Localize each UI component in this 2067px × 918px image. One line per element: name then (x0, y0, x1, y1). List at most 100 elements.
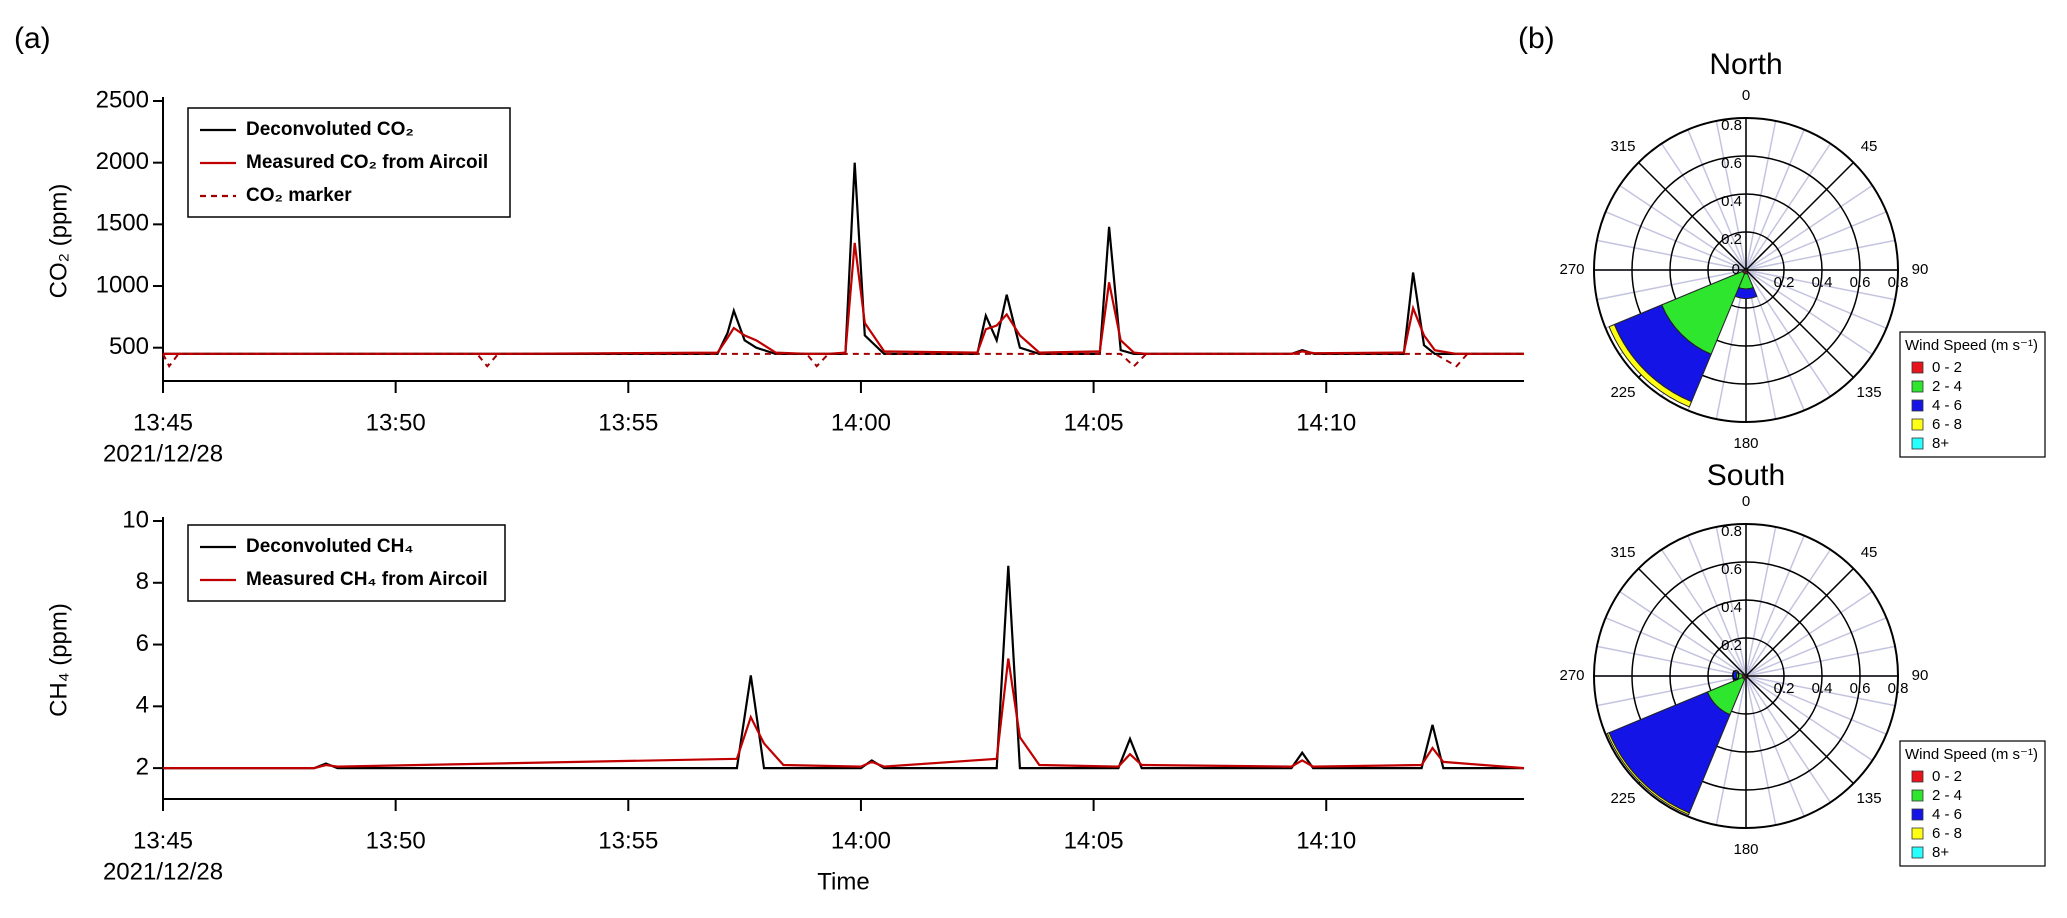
y-axis-label: CO₂ (ppm) (45, 184, 72, 299)
legend-label: 6 - 8 (1932, 825, 1962, 842)
angle-label: 90 (1912, 261, 1929, 278)
y-tick-label: 2000 (96, 148, 149, 175)
legend-swatch (1911, 418, 1924, 431)
wind-sector (1732, 670, 1738, 682)
legend-swatch (1911, 437, 1924, 450)
legend-swatch (1911, 361, 1924, 374)
legend-label: 2 - 4 (1932, 378, 1962, 395)
y-tick-label: 2500 (96, 86, 149, 113)
wind-sector (1608, 323, 1693, 408)
legend-label: 0 - 2 (1932, 359, 1962, 376)
x-tick-label: 14:10 (1296, 409, 1356, 436)
angle-spoke (1745, 161, 1855, 271)
legend-title: Wind Speed (m s⁻¹) (1905, 746, 2038, 763)
y-tick-label: 1000 (96, 271, 149, 298)
legend-swatch (1911, 399, 1924, 412)
x-date-label: 2021/12/28 (103, 440, 223, 467)
panel-label: (b) (1518, 22, 1555, 55)
angle-label: 270 (1559, 667, 1584, 684)
radial-label: 0.6 (1721, 561, 1742, 578)
wind-sector (1606, 732, 1690, 816)
legend-title: Wind Speed (m s⁻¹) (1905, 337, 2038, 354)
x-tick-label: 13:55 (598, 409, 658, 436)
x-tick-label: 14:00 (831, 827, 891, 854)
legend-label: Measured CH₄ from Aircoil (246, 569, 488, 590)
y-tick-label: 1500 (96, 210, 149, 237)
legend-swatch (1911, 770, 1924, 783)
legend-box (1899, 740, 2046, 867)
angle-spoke (1745, 675, 1855, 785)
radial-label: 0 (1732, 667, 1740, 684)
radial-label: 0.8 (1888, 274, 1909, 291)
radial-label: 0.8 (1888, 680, 1909, 697)
radial-label: 0.4 (1812, 274, 1833, 291)
radial-label: 0.6 (1721, 155, 1742, 172)
angle-label: 0 (1742, 87, 1750, 104)
radial-label: 0.4 (1721, 193, 1742, 210)
angle-label: 45 (1861, 138, 1878, 155)
legend-label: 4 - 6 (1932, 806, 1962, 823)
angle-label: 0 (1742, 493, 1750, 510)
rose-title: South (1707, 459, 1785, 492)
radial-label: 0.4 (1721, 599, 1742, 616)
angle-label: 135 (1857, 384, 1882, 401)
legend-label: 2 - 4 (1932, 787, 1962, 804)
y-tick-label: 10 (122, 506, 149, 533)
legend-label: 8+ (1932, 435, 1949, 452)
angle-label: 45 (1861, 544, 1878, 561)
data-line (163, 658, 1525, 770)
y-tick-label: 4 (136, 692, 149, 719)
x-tick-label: 13:50 (366, 409, 426, 436)
x-date-label: 2021/12/28 (103, 858, 223, 885)
angle-label: 270 (1559, 261, 1584, 278)
radial-label: 0.4 (1812, 680, 1833, 697)
angle-label: 315 (1610, 544, 1635, 561)
angle-label: 225 (1610, 384, 1635, 401)
legend-box (187, 524, 506, 602)
angle-spoke (1637, 161, 1747, 271)
radial-label: 0.2 (1774, 274, 1795, 291)
legend-label: Deconvoluted CH₄ (246, 536, 413, 557)
legend-label: 0 - 2 (1932, 768, 1962, 785)
angle-label: 180 (1733, 435, 1758, 452)
x-axis-label: Time (817, 868, 869, 895)
radial-label: 0 (1732, 261, 1740, 278)
radial-label: 0.8 (1721, 117, 1742, 134)
radial-label: 0.6 (1850, 274, 1871, 291)
y-tick-label: 6 (136, 630, 149, 657)
y-tick-label: 500 (109, 333, 149, 360)
y-axis-label: CH₄ (ppm) (45, 603, 72, 717)
legend-label: 4 - 6 (1932, 397, 1962, 414)
panel-label: (a) (14, 22, 51, 55)
legend-swatch (1911, 380, 1924, 393)
x-tick-label: 14:10 (1296, 827, 1356, 854)
angle-label: 180 (1733, 841, 1758, 858)
x-tick-label: 14:05 (1064, 409, 1124, 436)
legend-swatch (1911, 846, 1924, 859)
y-tick-label: 2 (136, 753, 149, 780)
x-tick-label: 14:05 (1064, 827, 1124, 854)
legend-label: Measured CO₂ from Aircoil (246, 152, 488, 173)
y-tick-label: 8 (136, 568, 149, 595)
legend-box (1899, 331, 2046, 458)
radial-label: 0.2 (1721, 231, 1742, 248)
legend-label: CO₂ marker (246, 185, 352, 206)
radial-label: 0.2 (1721, 637, 1742, 654)
angle-label: 315 (1610, 138, 1635, 155)
legend-swatch (1911, 808, 1924, 821)
angle-label: 135 (1857, 790, 1882, 807)
angle-label: 225 (1610, 790, 1635, 807)
x-tick-label: 13:50 (366, 827, 426, 854)
angle-spoke (1745, 567, 1855, 677)
legend-label: 6 - 8 (1932, 416, 1962, 433)
radial-label: 0.6 (1850, 680, 1871, 697)
angle-spoke (1637, 567, 1747, 677)
x-tick-label: 13:45 (133, 409, 193, 436)
legend-label: Deconvoluted CO₂ (246, 119, 414, 140)
data-line (163, 565, 1524, 770)
rose-title: North (1709, 48, 1782, 81)
radial-label: 0.2 (1774, 680, 1795, 697)
legend-box (187, 107, 511, 218)
legend-swatch (1911, 789, 1924, 802)
